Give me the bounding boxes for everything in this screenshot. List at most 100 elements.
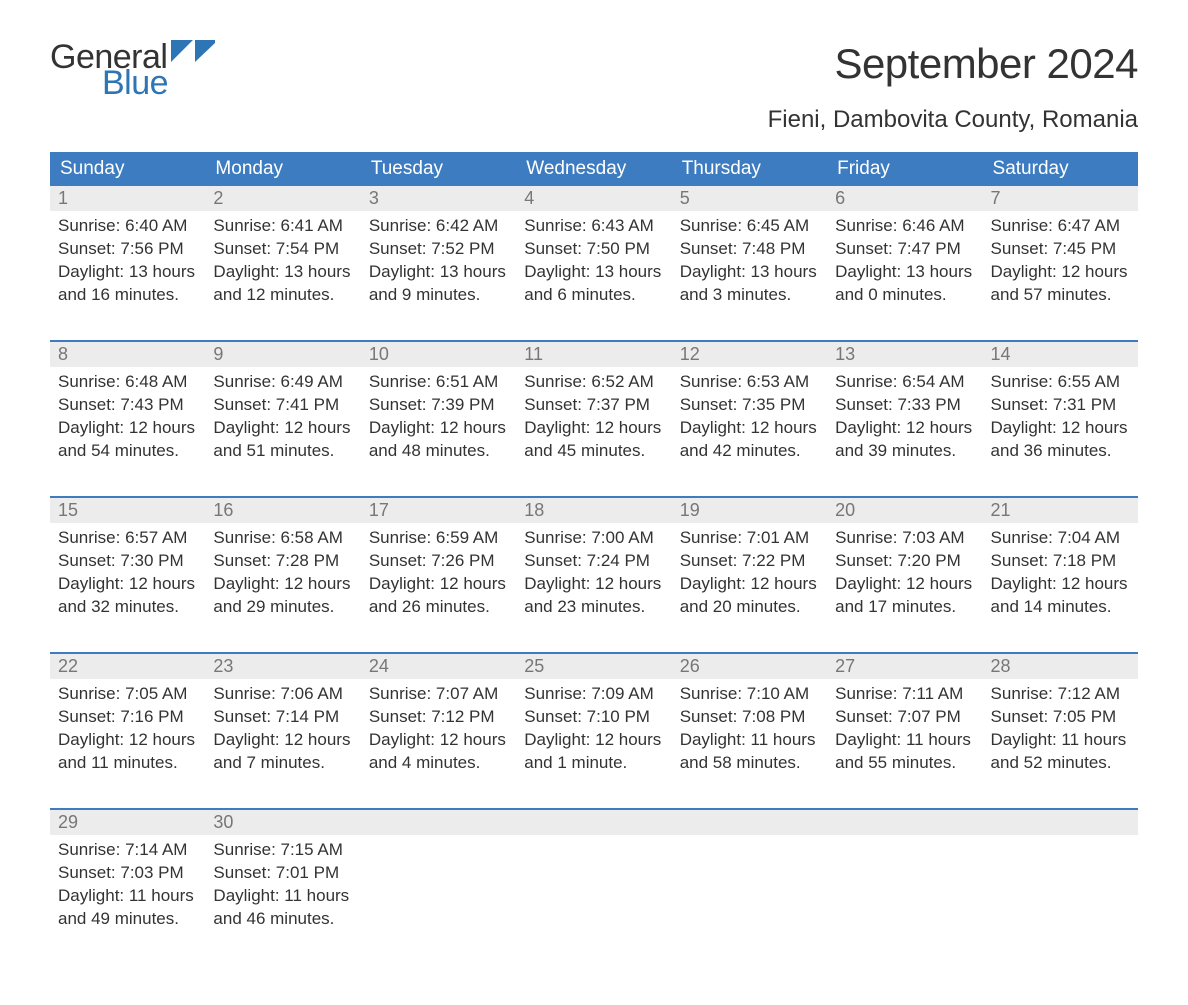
daynum-cell: 23 xyxy=(205,654,360,679)
day-number: 22 xyxy=(50,654,205,679)
sunrise-text: Sunrise: 7:00 AM xyxy=(524,527,663,550)
day-body: Sunrise: 6:46 AMSunset: 7:47 PMDaylight:… xyxy=(827,211,982,315)
daylight-line-1: Daylight: 12 hours xyxy=(369,573,508,596)
day-header: Thursday xyxy=(672,152,827,186)
day-number: 23 xyxy=(205,654,360,679)
day-header: Wednesday xyxy=(516,152,671,186)
daylight-line-1: Daylight: 12 hours xyxy=(369,729,508,752)
sunset-text: Sunset: 7:48 PM xyxy=(680,238,819,261)
day-number: 1 xyxy=(50,186,205,211)
day-body: Sunrise: 6:49 AMSunset: 7:41 PMDaylight:… xyxy=(205,367,360,471)
day-number: 29 xyxy=(50,810,205,835)
day-cell: Sunrise: 6:42 AMSunset: 7:52 PMDaylight:… xyxy=(361,211,516,341)
sunset-text: Sunset: 7:54 PM xyxy=(213,238,352,261)
day-number: 14 xyxy=(983,342,1138,367)
day-body: Sunrise: 6:42 AMSunset: 7:52 PMDaylight:… xyxy=(361,211,516,315)
sunset-text: Sunset: 7:30 PM xyxy=(58,550,197,573)
day-number: 6 xyxy=(827,186,982,211)
day-body: Sunrise: 7:12 AMSunset: 7:05 PMDaylight:… xyxy=(983,679,1138,783)
day-number: 4 xyxy=(516,186,671,211)
daylight-line-1: Daylight: 12 hours xyxy=(213,417,352,440)
daylight-line-2: and 45 minutes. xyxy=(524,440,663,463)
daylight-line-2: and 49 minutes. xyxy=(58,908,197,931)
day-cell xyxy=(983,835,1138,965)
daynum-row: 2930 xyxy=(50,810,1138,835)
sunrise-text: Sunrise: 7:03 AM xyxy=(835,527,974,550)
day-cell xyxy=(672,835,827,965)
daynum-cell: 2 xyxy=(205,186,360,211)
daylight-line-2: and 39 minutes. xyxy=(835,440,974,463)
sunrise-text: Sunrise: 6:43 AM xyxy=(524,215,663,238)
daynum-cell xyxy=(672,810,827,835)
daynum-cell: 27 xyxy=(827,654,982,679)
sunset-text: Sunset: 7:45 PM xyxy=(991,238,1130,261)
day-cell: Sunrise: 7:12 AMSunset: 7:05 PMDaylight:… xyxy=(983,679,1138,809)
daynum-cell: 10 xyxy=(361,342,516,367)
daynum-cell: 15 xyxy=(50,498,205,523)
sunset-text: Sunset: 7:35 PM xyxy=(680,394,819,417)
daynum-cell xyxy=(983,810,1138,835)
daynum-cell: 14 xyxy=(983,342,1138,367)
day-header: Friday xyxy=(827,152,982,186)
sunset-text: Sunset: 7:52 PM xyxy=(369,238,508,261)
sunrise-text: Sunrise: 6:55 AM xyxy=(991,371,1130,394)
sunrise-text: Sunrise: 7:09 AM xyxy=(524,683,663,706)
day-body: Sunrise: 7:10 AMSunset: 7:08 PMDaylight:… xyxy=(672,679,827,783)
sunrise-text: Sunrise: 6:45 AM xyxy=(680,215,819,238)
sunrise-text: Sunrise: 7:12 AM xyxy=(991,683,1130,706)
daynum-cell: 5 xyxy=(672,186,827,211)
brand-word-2: Blue xyxy=(102,66,215,100)
daylight-line-1: Daylight: 12 hours xyxy=(680,573,819,596)
day-header: Sunday xyxy=(50,152,205,186)
brand-logo: General Blue xyxy=(50,40,215,100)
day-cell: Sunrise: 6:51 AMSunset: 7:39 PMDaylight:… xyxy=(361,367,516,497)
calendar-table: SundayMondayTuesdayWednesdayThursdayFrid… xyxy=(50,152,1138,965)
daylight-line-1: Daylight: 13 hours xyxy=(524,261,663,284)
day-cell: Sunrise: 7:10 AMSunset: 7:08 PMDaylight:… xyxy=(672,679,827,809)
daynum-cell: 9 xyxy=(205,342,360,367)
daylight-line-2: and 7 minutes. xyxy=(213,752,352,775)
daylight-line-2: and 16 minutes. xyxy=(58,284,197,307)
day-number: 25 xyxy=(516,654,671,679)
sunset-text: Sunset: 7:37 PM xyxy=(524,394,663,417)
sunset-text: Sunset: 7:18 PM xyxy=(991,550,1130,573)
daylight-line-2: and 14 minutes. xyxy=(991,596,1130,619)
day-body: Sunrise: 6:53 AMSunset: 7:35 PMDaylight:… xyxy=(672,367,827,471)
daynum-cell xyxy=(361,810,516,835)
day-header: Saturday xyxy=(983,152,1138,186)
day-cell: Sunrise: 7:14 AMSunset: 7:03 PMDaylight:… xyxy=(50,835,205,965)
day-cell xyxy=(361,835,516,965)
day-number: 7 xyxy=(983,186,1138,211)
day-number: 21 xyxy=(983,498,1138,523)
day-cell: Sunrise: 6:46 AMSunset: 7:47 PMDaylight:… xyxy=(827,211,982,341)
daylight-line-1: Daylight: 12 hours xyxy=(58,417,197,440)
day-body: Sunrise: 6:55 AMSunset: 7:31 PMDaylight:… xyxy=(983,367,1138,471)
day-cell xyxy=(516,835,671,965)
daylight-line-2: and 36 minutes. xyxy=(991,440,1130,463)
week-body-row: Sunrise: 7:05 AMSunset: 7:16 PMDaylight:… xyxy=(50,679,1138,809)
sunset-text: Sunset: 7:50 PM xyxy=(524,238,663,261)
day-number: 18 xyxy=(516,498,671,523)
sunrise-text: Sunrise: 6:40 AM xyxy=(58,215,197,238)
day-cell: Sunrise: 6:55 AMSunset: 7:31 PMDaylight:… xyxy=(983,367,1138,497)
sunrise-text: Sunrise: 6:59 AM xyxy=(369,527,508,550)
day-number: 17 xyxy=(361,498,516,523)
sunrise-text: Sunrise: 7:10 AM xyxy=(680,683,819,706)
sunset-text: Sunset: 7:43 PM xyxy=(58,394,197,417)
sunrise-text: Sunrise: 7:15 AM xyxy=(213,839,352,862)
sunrise-text: Sunrise: 6:48 AM xyxy=(58,371,197,394)
daynum-cell: 7 xyxy=(983,186,1138,211)
sunset-text: Sunset: 7:10 PM xyxy=(524,706,663,729)
daylight-line-2: and 3 minutes. xyxy=(680,284,819,307)
day-number: 8 xyxy=(50,342,205,367)
daynum-cell: 3 xyxy=(361,186,516,211)
day-cell: Sunrise: 7:06 AMSunset: 7:14 PMDaylight:… xyxy=(205,679,360,809)
daynum-cell: 28 xyxy=(983,654,1138,679)
daylight-line-1: Daylight: 12 hours xyxy=(213,573,352,596)
daylight-line-2: and 57 minutes. xyxy=(991,284,1130,307)
week-body-row: Sunrise: 6:48 AMSunset: 7:43 PMDaylight:… xyxy=(50,367,1138,497)
day-number: 24 xyxy=(361,654,516,679)
sunrise-text: Sunrise: 7:04 AM xyxy=(991,527,1130,550)
day-of-week-header: SundayMondayTuesdayWednesdayThursdayFrid… xyxy=(50,152,1138,186)
sunset-text: Sunset: 7:07 PM xyxy=(835,706,974,729)
